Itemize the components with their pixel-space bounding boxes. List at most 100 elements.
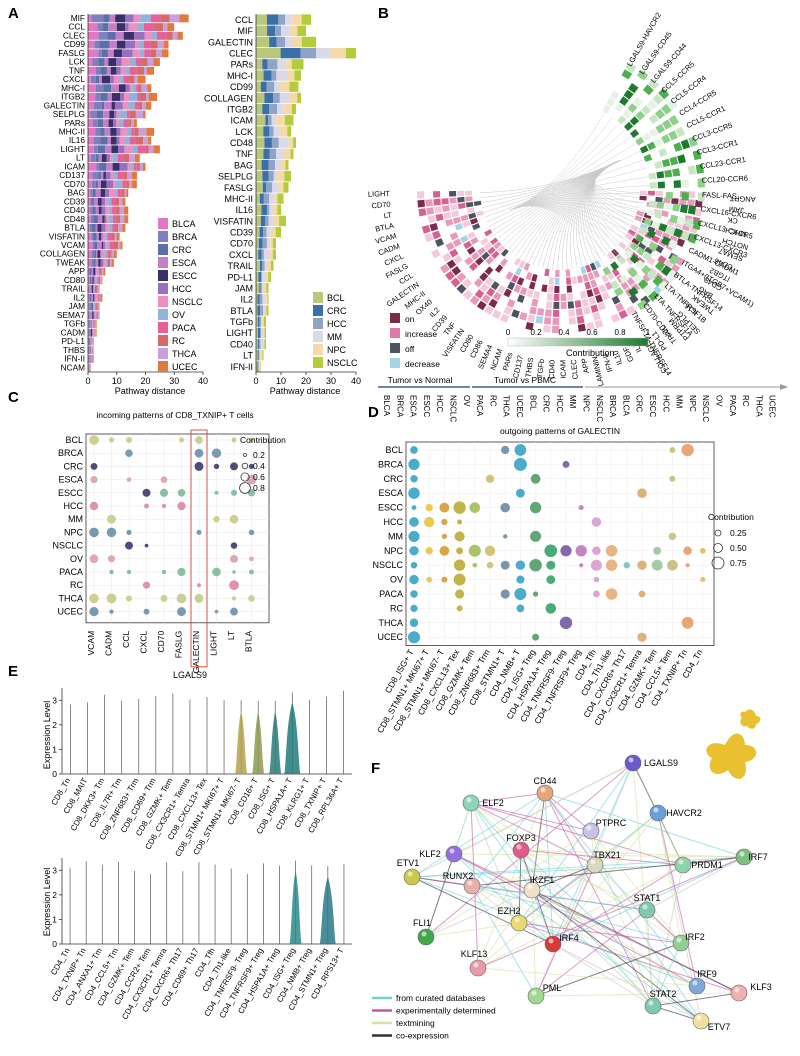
panel-a-left-bar-segment <box>123 154 129 162</box>
panel-a-left-bar-segment <box>92 250 95 258</box>
panel-a-left-bar-segment <box>99 285 100 293</box>
panel-d-dot <box>469 545 481 557</box>
circos-legend-entry: increase <box>405 329 437 339</box>
panel-a-left-xtick-label: 0 <box>85 376 90 386</box>
panel-a-left-bar-segment <box>94 102 102 110</box>
panel-a-left-bar-segment <box>116 198 120 206</box>
circos-ligand-cell <box>517 277 524 285</box>
panel-a-right-ylabel: MIF <box>238 26 254 36</box>
network-node-highlight <box>408 872 413 877</box>
panel-a-right-bar-segment <box>287 126 291 136</box>
panel-a-left-bar-segment <box>92 355 93 363</box>
panel-d-dot <box>424 517 434 527</box>
panel-a-right-bar-segment <box>269 171 274 181</box>
panel-a-right-bar-segment <box>258 328 260 338</box>
panel-a-left-bar-segment <box>138 145 146 153</box>
panel-a-left-bar-segment <box>117 137 120 145</box>
circos-ligand-cell <box>462 220 470 227</box>
circos-ligand-cell <box>426 207 434 215</box>
panel-a-left-legend-entry: ESCC <box>172 271 198 281</box>
panel-a-left-bar-segment <box>95 276 96 284</box>
panel-a-left-bar-segment <box>88 233 92 241</box>
circos-pair-cell <box>658 181 665 188</box>
panel-a-left-bar-segment <box>92 346 93 354</box>
panel-c-dot <box>107 515 116 524</box>
panel-a-right-bar-segment <box>288 137 293 147</box>
panel-d-dot <box>501 561 510 570</box>
panel-e-top-ytick-label: 0 <box>52 769 57 779</box>
panel-a-left-legend-entry: THCA <box>172 349 197 359</box>
panel-e-bottom-violin-body <box>290 871 302 944</box>
panel-a-right-bar-segment <box>256 227 260 237</box>
panel-a-left-bar-segment <box>106 224 109 232</box>
panel-a-right-bar-segment <box>277 205 281 215</box>
panel-a-right-bar-segment <box>267 205 269 215</box>
panel-a-left-bar-segment <box>98 172 101 180</box>
panel-a-left-bar-segment <box>99 294 100 302</box>
circos-pair-cell <box>647 141 656 150</box>
panel-d-row-label: NSCLC <box>372 560 403 570</box>
panel-a-left-bar-segment <box>93 346 94 354</box>
network-node-label: ETV7 <box>708 1022 731 1032</box>
panel-a-right-bar-segment <box>275 26 281 36</box>
panel-a-left-bar-segment <box>92 303 93 311</box>
panel-a-left-bar-segment <box>128 119 131 127</box>
circos-ligand-cell <box>517 294 525 303</box>
circos-pair-label: LGALS9-HAVCR2 <box>625 11 663 68</box>
panel-c-row-label: OV <box>70 554 83 564</box>
panel-a-left-bar-segment <box>94 198 98 206</box>
network-node-label: IRF9 <box>697 969 717 979</box>
panel-a-left-legend-swatch <box>158 270 168 281</box>
panel-d-dot <box>457 520 462 525</box>
circos-ligand-label: LIGHT <box>368 189 391 199</box>
panel-c-dot <box>248 595 255 602</box>
panel-d-dot <box>486 475 494 483</box>
panel-a-left-bar-segment <box>103 233 106 241</box>
panel-a-left-bar-segment <box>102 23 108 31</box>
panel-d-dot <box>485 546 495 556</box>
panel-a-right-bar-segment <box>269 37 277 47</box>
panel-a-right-bar-segment <box>262 171 268 181</box>
panel-a-left-bar-segment <box>108 58 116 66</box>
panel-e-top-ytick-label: 1 <box>52 744 57 754</box>
condition-label: ESCC <box>422 395 431 417</box>
panel-a-right-bar-segment <box>257 361 258 371</box>
circos-ligand-cell <box>572 277 578 285</box>
network-node-label: FLI1 <box>413 918 431 928</box>
panel-a-left-bar-segment <box>137 163 140 171</box>
panel-c-row-label: MM <box>68 514 83 524</box>
circos-pair-cell <box>662 159 670 167</box>
panel-a-right-bar-segment <box>271 227 276 237</box>
panel-a-left-bar-segment <box>146 128 154 136</box>
panel-d-dot <box>606 545 618 557</box>
circos-ligand-cell <box>507 281 515 290</box>
panel-c-dot <box>126 437 132 443</box>
panel-a-right-bar-segment <box>262 261 264 271</box>
panel-a-right-ylabel: ITGB2 <box>227 104 253 114</box>
circos-pair-cell <box>630 129 639 138</box>
circos-legend-swatch <box>390 358 400 368</box>
panel-c-dot <box>195 449 204 458</box>
circos-ligand-cell <box>567 293 573 300</box>
panel-d-dot <box>501 446 509 454</box>
panel-c-dot <box>144 504 149 509</box>
circos-pair-cell <box>674 180 681 188</box>
panel-a-left-bar-segment <box>117 128 121 136</box>
panel-a-left-bar-segment <box>91 276 92 284</box>
panel-a-left-bar-segment <box>105 206 108 214</box>
circos-ligand-cell <box>593 270 600 278</box>
network-node-highlight <box>654 808 659 813</box>
panel-a-left-bar-segment <box>98 311 99 319</box>
panel-a-left-bar-segment <box>173 32 177 40</box>
panel-a-left-legend-entry: UCEC <box>172 362 198 372</box>
panel-a-left-bar-segment <box>127 110 130 118</box>
panel-label-b: B <box>378 5 389 22</box>
panel-a-left-bar-segment <box>107 180 114 188</box>
panel-a-left-bar-segment <box>148 58 154 66</box>
panel-d-dot <box>667 560 678 571</box>
group-tumor-normal: Tumor vs Normal <box>388 375 453 385</box>
circos-ligand-cell <box>639 196 646 201</box>
panel-d-dot <box>409 546 418 555</box>
panel-a-left-bar-segment <box>127 180 130 188</box>
panel-a-right-bar-segment <box>316 48 330 58</box>
